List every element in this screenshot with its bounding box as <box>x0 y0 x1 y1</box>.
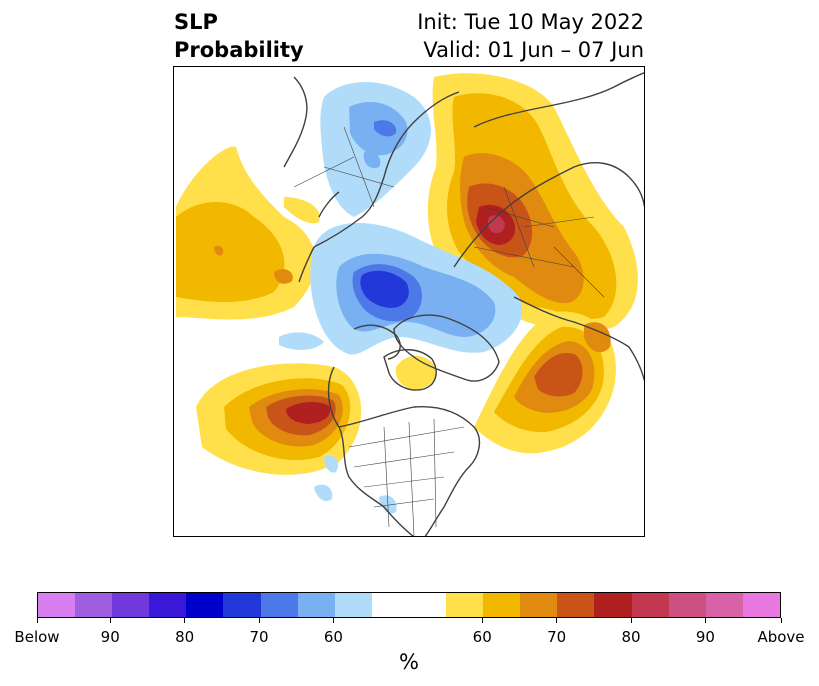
coastlines <box>283 72 644 536</box>
shade-north-atlantic <box>474 311 616 454</box>
colorbar-swatch <box>223 593 261 617</box>
colorbar-tick-label: Below <box>14 628 60 646</box>
title-variable: SLP <box>174 10 218 34</box>
shade-east-asia <box>176 146 320 320</box>
shade-arctic-below <box>279 223 523 355</box>
shade-north-pacific <box>196 363 362 475</box>
colorbar-swatch <box>112 593 150 617</box>
colorbar-swatch <box>75 593 113 617</box>
colorbar-swatch <box>371 593 447 617</box>
country-borders <box>293 126 605 536</box>
colorbar-tick-label: 80 <box>175 628 195 646</box>
colorbar-tickmark <box>704 618 706 623</box>
colorbar-swatch <box>557 593 595 617</box>
colorbar-tickmark <box>556 618 558 623</box>
colorbar-tickmark <box>780 618 782 623</box>
colorbar-swatch <box>520 593 558 617</box>
colorbar-swatch <box>297 593 335 617</box>
title-product: Probability <box>174 38 304 62</box>
colorbar-swatch <box>334 593 372 617</box>
colorbar-tick-label: Above <box>757 628 805 646</box>
colorbar-swatch <box>483 593 521 617</box>
colorbar-tickmark <box>36 618 38 623</box>
colorbar-tick-label: 90 <box>100 628 120 646</box>
colorbar-tickmark <box>332 618 334 623</box>
colorbar-tick-label: 60 <box>472 628 492 646</box>
colorbar-tickmark <box>184 618 186 623</box>
colorbar-tick-label: 80 <box>621 628 641 646</box>
init-date: Init: Tue 10 May 2022 <box>417 10 644 34</box>
colorbar-swatch <box>594 593 632 617</box>
colorbar-swatch <box>631 593 669 617</box>
colorbar-swatch <box>742 593 780 617</box>
colorbar-swatch <box>668 593 706 617</box>
colorbar-swatch <box>149 593 187 617</box>
colorbar-tickmark <box>109 618 111 623</box>
valid-range: Valid: 01 Jun – 07 Jun <box>423 38 644 62</box>
colorbar-tickmark <box>258 618 260 623</box>
map-canvas <box>176 72 644 536</box>
probability-map <box>173 66 645 537</box>
map-title-left: SLP Probability <box>174 8 304 64</box>
colorbar-swatch <box>260 593 298 617</box>
colorbar-tickmark <box>481 618 483 623</box>
colorbar <box>37 592 781 618</box>
colorbar-swatch <box>705 593 743 617</box>
colorbar-tick-label: 60 <box>323 628 343 646</box>
colorbar-swatch <box>38 593 76 617</box>
colorbar-unit: % <box>399 650 419 674</box>
colorbar-swatch <box>186 593 224 617</box>
colorbar-tickmark <box>630 618 632 623</box>
shade-eurasia <box>427 73 638 330</box>
colorbar-tick-label: 70 <box>547 628 567 646</box>
colorbar-tick-label: 70 <box>249 628 269 646</box>
colorbar-tick-label: 90 <box>695 628 715 646</box>
shade-siberia-below <box>320 82 431 217</box>
colorbar-swatch <box>446 593 484 617</box>
map-title-right: Init: Tue 10 May 2022 Valid: 01 Jun – 07… <box>417 8 644 64</box>
